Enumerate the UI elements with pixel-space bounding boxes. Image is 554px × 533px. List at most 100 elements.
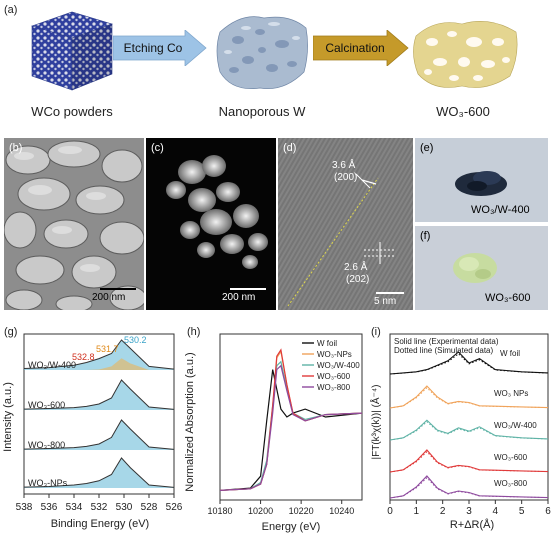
exafs-fit-2 [389, 387, 549, 409]
panel-a-label: (a) [4, 4, 18, 16]
panel-f-label: (f) [420, 230, 431, 242]
nanoporous-w-illustration [216, 16, 308, 89]
xps-fill-3 [24, 420, 174, 450]
d-spacing-2: 2.6 Å [344, 262, 368, 273]
xps-fill-2 [24, 380, 174, 410]
xps-tick-label: 532 [91, 502, 108, 513]
exafs-tick-label: 3 [466, 506, 472, 517]
sample-label-f: WO₃-600 [485, 292, 531, 304]
xanes-tick-label: 10220 [289, 506, 314, 516]
xps-line-2 [23, 379, 175, 410]
xps-component-531 [24, 358, 174, 370]
exafs-fit-3 [389, 421, 549, 441]
xps-chart: Intensity (a.u.) 538 536 534 532 530 528 526 B… [2, 333, 182, 530]
xps-xlabel: Binding Energy (eV) [51, 518, 149, 530]
etching-label: Etching Co [123, 41, 183, 55]
etching-arrow [113, 30, 207, 66]
scale-label-d: 5 nm [374, 296, 397, 307]
exafs-fit-4 [389, 451, 549, 473]
xps-sample-2: WO₃-600 [28, 400, 65, 410]
xps-line-1 [23, 339, 175, 370]
exafs-tick-label: 4 [493, 506, 499, 517]
hrtem-image-d: (d) 3.6 Å (200) 2.6 Å (202) 5 nm [278, 138, 413, 310]
exafs-chart: |FT(k³χ(k))| (Å⁻⁴) Solid line (Experimen… [369, 333, 551, 531]
exafs-fit-1 [389, 353, 549, 375]
xanes-line-3 [219, 360, 363, 491]
sem-image-b: (b) 200 nm [4, 138, 144, 310]
xps-line-4 [23, 457, 175, 488]
calcination-arrow [313, 30, 409, 66]
xps-sample-1: WO₃/W-400 [28, 360, 76, 370]
xanes-legend-item: WO₃-600 [317, 372, 351, 381]
xanes-xlabel: Energy (eV) [262, 521, 321, 533]
xanes-chart: Normalized Absorption (a.u.) 10180 10200 1… [184, 333, 363, 533]
scale-bar-d [376, 292, 404, 294]
exafs-tick-label: 0 [387, 506, 393, 517]
d-plane-1: (200) [334, 172, 358, 183]
scale-bar-c [230, 288, 266, 290]
panel-g-label: (g) [4, 326, 18, 338]
exafs-xlabel: R+ΔR(Å) [450, 518, 494, 531]
exafs-tick-label: 5 [519, 506, 525, 517]
exafs-frame [389, 333, 549, 501]
panel-b-label: (b) [9, 142, 23, 154]
xanes-tick-label: 10240 [329, 506, 354, 516]
panel-c-label: (c) [151, 142, 164, 154]
photo-f: (f) WO₃-600 [415, 226, 548, 310]
exafs-tick-label: 2 [440, 506, 446, 517]
xps-peak-531: 531.7 [96, 344, 119, 354]
panel-h-label: (h) [187, 326, 201, 338]
exafs-note-dotted: Dotted line (Simulated data) [394, 346, 494, 355]
xps-tick-label: 534 [66, 502, 83, 513]
xps-fill-1 [24, 340, 174, 370]
exafs-note-solid: Solid line (Experimental data) [394, 337, 499, 346]
exafs-tick-label: 1 [414, 506, 420, 517]
xps-tick-label: 526 [166, 502, 182, 513]
xanes-line-5 [219, 364, 363, 491]
d-spacing-1: 3.6 Å [332, 160, 356, 171]
exafs-fit-5 [389, 477, 549, 499]
xanes-legend-item: WO₃-800 [317, 383, 351, 392]
xps-peak-530: 530.2 [124, 335, 147, 345]
caption-nanoporous-w: Nanoporous W [218, 104, 306, 119]
exafs-sample-label: WO₃/W-400 [494, 421, 537, 430]
exafs-sample-label: WO₃ NPs [494, 389, 528, 398]
xanes-frame [219, 333, 363, 501]
xps-tick-label: 536 [41, 502, 58, 513]
exafs-sample-label: WO₃-600 [494, 453, 528, 462]
scale-bar-b [100, 288, 136, 290]
wo3-600-illustration [413, 21, 518, 88]
xanes-line-4 [219, 348, 363, 491]
xps-fill-4 [24, 458, 174, 488]
panel-d-label: (d) [283, 142, 297, 154]
exafs-line-1 [389, 351, 549, 375]
sample-label-e: WO₃/W-400 [471, 204, 530, 216]
d-plane-2: (202) [346, 274, 370, 285]
exafs-sample-label: W foil [500, 349, 520, 358]
exafs-tick-label: 6 [545, 506, 551, 517]
xanes-tick-label: 10200 [248, 506, 273, 516]
xanes-line-1 [219, 369, 363, 491]
wco-cube-illustration [31, 11, 113, 91]
calcination-label: Calcination [325, 41, 385, 55]
xps-line-3 [23, 419, 175, 450]
xanes-ylabel: Normalized Absorption (a.u.) [184, 352, 196, 491]
xps-ylabel: Intensity (a.u.) [2, 382, 14, 452]
caption-wco-powders: WCo powders [31, 104, 113, 119]
photo-e: (e) WO₃/W-400 [415, 138, 548, 222]
xps-sample-4: WO₃-NPs [28, 478, 68, 488]
caption-wo3-600: WO₃-600 [436, 104, 490, 119]
xps-tick-label: 538 [16, 502, 33, 513]
xanes-legend-item: WO₃/W-400 [317, 361, 360, 370]
scale-label-b: 200 nm [92, 292, 126, 303]
xps-peak-532: 532.8 [72, 352, 95, 362]
xps-tick-label: 528 [141, 502, 158, 513]
xanes-legend-item: WO₃-NPs [317, 350, 352, 359]
xps-tick-label: 530 [116, 502, 133, 513]
stem-image-c: (c) 200 nm [146, 138, 276, 310]
xanes-tick-label: 10180 [207, 506, 232, 516]
xps-frame [23, 333, 175, 495]
xanes-legend-item: W foil [317, 339, 337, 348]
panel-i-label: (i) [371, 326, 381, 338]
panel-e-label: (e) [420, 142, 434, 154]
